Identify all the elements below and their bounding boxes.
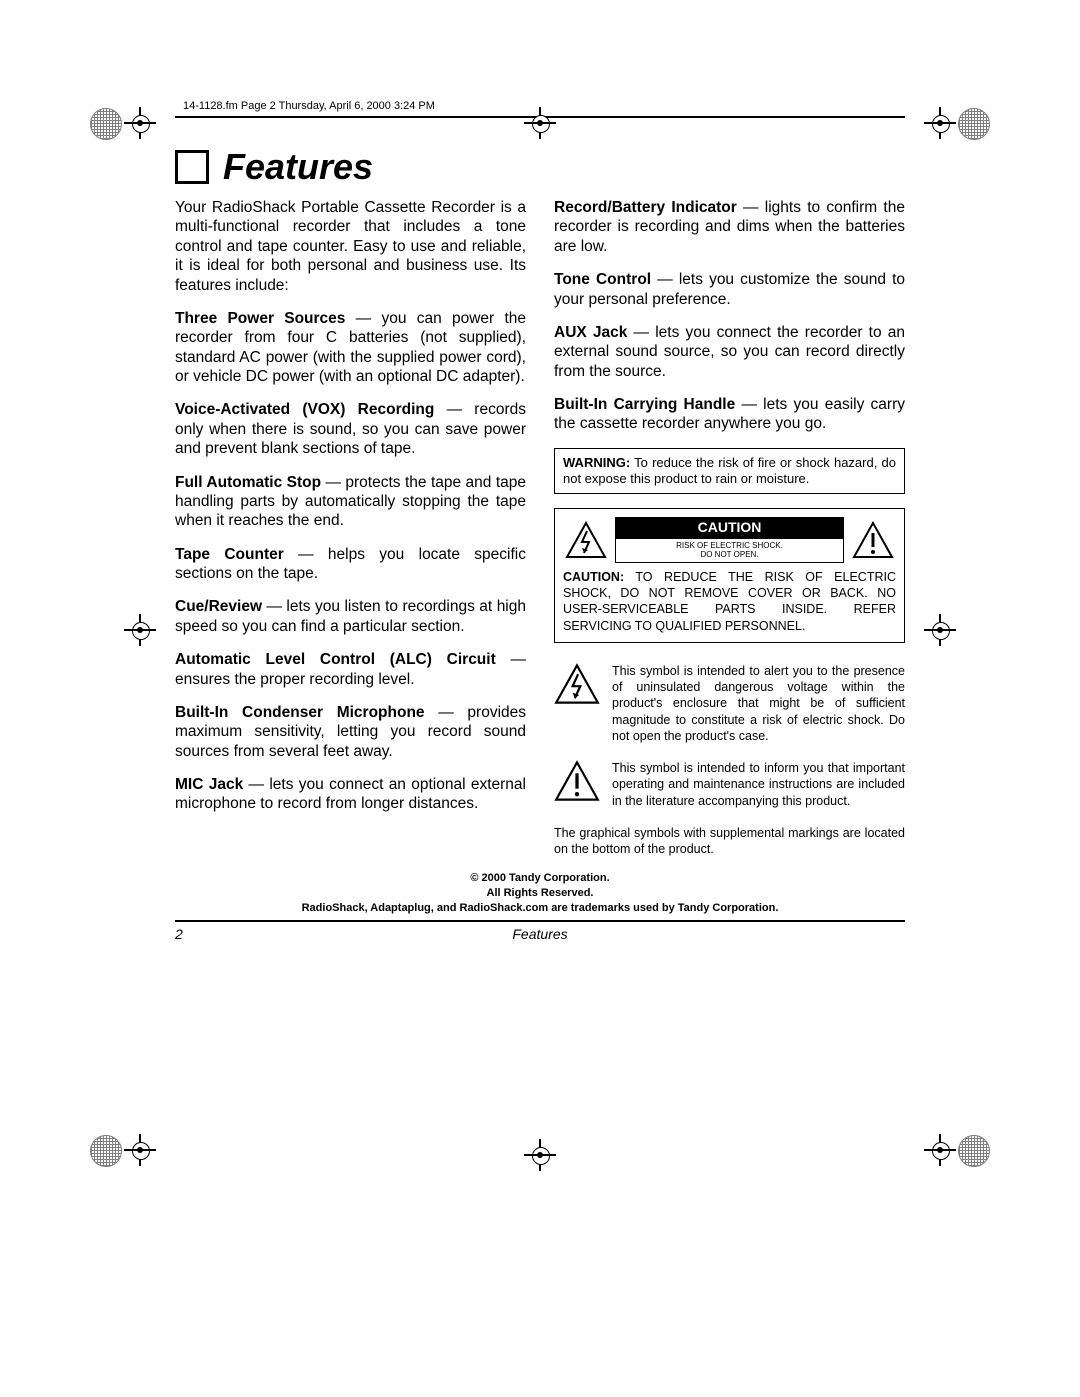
footer: 2 Features 2 [175,926,905,942]
feature-item: MIC Jack — lets you connect an optional … [175,775,526,814]
body-columns: Your RadioShack Portable Cassette Record… [175,198,905,857]
exclaim-triangle-icon [554,760,600,802]
feature-title: AUX Jack [554,324,627,341]
caution-mid: CAUTION RISK OF ELECTRIC SHOCK. DO NOT O… [615,517,844,563]
warning-box: WARNING: To reduce the risk of fire or s… [554,448,905,495]
copyright-line: © 2000 Tandy Corporation. [175,871,905,886]
column-left: Your RadioShack Portable Cassette Record… [175,198,526,857]
copyright-block: © 2000 Tandy Corporation. All Rights Res… [175,871,905,916]
feature-item: Built-In Carrying Handle — lets you easi… [554,395,905,434]
copyright-line: All Rights Reserved. [175,886,905,901]
symbols-location-note: The graphical symbols with supplemental … [554,825,905,858]
feature-item: Full Automatic Stop — protects the tape … [175,473,526,531]
feature-title: Cue/Review [175,598,262,615]
caution-sub-line: DO NOT OPEN. [616,550,843,560]
reg-target [530,113,550,133]
feature-title: Three Power Sources [175,310,345,327]
feature-item: Tone Control — lets you customize the so… [554,270,905,309]
feature-item: Voice-Activated (VOX) Recording — record… [175,400,526,458]
column-right: Record/Battery Indicator — lights to con… [554,198,905,857]
footer-title: Features [512,926,567,942]
feature-item: AUX Jack — lets you connect the recorder… [554,323,905,381]
copyright-line: RadioShack, Adaptaplug, and RadioShack.c… [175,901,905,916]
reg-target [930,1140,950,1160]
page: 14-1128.fm Page 2 Thursday, April 6, 200… [0,0,1080,1397]
symbol-exclaim-text: This symbol is intended to inform you th… [612,760,905,809]
reg-circle [90,108,122,140]
reg-target [930,620,950,640]
page-number: 2 [175,926,183,942]
symbol-bolt-text: This symbol is intended to alert you to … [612,663,905,744]
feature-title: Tape Counter [175,546,284,563]
feature-title: Tone Control [554,271,651,288]
caution-box: CAUTION RISK OF ELECTRIC SHOCK. DO NOT O… [554,508,905,643]
symbol-explain-exclaim: This symbol is intended to inform you th… [554,760,905,809]
feature-title: Built-In Carrying Handle [554,396,735,413]
bolt-triangle-icon [563,517,609,563]
reg-circle [90,1135,122,1167]
exclaim-triangle-icon [850,517,896,563]
intro-paragraph: Your RadioShack Portable Cassette Record… [175,198,526,295]
reg-circle [958,1135,990,1167]
page-title: Features [223,146,373,188]
bolt-triangle-icon [554,663,600,705]
feature-title: Voice-Activated (VOX) Recording [175,401,434,418]
feature-item: Built-In Condenser Microphone — provides… [175,703,526,761]
rule-bottom [175,920,905,922]
feature-item: Cue/Review — lets you listen to recordin… [175,597,526,636]
title-row: Features [175,146,905,188]
caution-label: CAUTION: [563,570,624,584]
reg-circle [958,108,990,140]
feature-title: MIC Jack [175,776,243,793]
feature-item: Tape Counter — helps you locate specific… [175,545,526,584]
reg-target [930,113,950,133]
feature-title: Built-In Condenser Microphone [175,704,425,721]
feature-title: Automatic Level Control (ALC) Circuit [175,651,496,668]
caution-subtitle: RISK OF ELECTRIC SHOCK. DO NOT OPEN. [615,539,844,563]
feature-item: Three Power Sources — you can power the … [175,309,526,387]
reg-target [130,1140,150,1160]
reg-target [130,620,150,640]
caution-sub-line: RISK OF ELECTRIC SHOCK. [616,541,843,551]
feature-item: Automatic Level Control (ALC) Circuit — … [175,650,526,689]
reg-target [530,1145,550,1165]
symbol-explain-bolt: This symbol is intended to alert you to … [554,663,905,744]
feature-item: Record/Battery Indicator — lights to con… [554,198,905,256]
caution-body: CAUTION: TO REDUCE THE RISK OF ELECTRIC … [563,569,896,634]
feature-title: Full Automatic Stop [175,474,321,491]
reg-target [130,113,150,133]
title-box-icon [175,150,209,184]
feature-title: Record/Battery Indicator [554,199,737,216]
warning-label: WARNING: [563,455,630,470]
caution-header: CAUTION RISK OF ELECTRIC SHOCK. DO NOT O… [563,517,896,563]
caution-title: CAUTION [615,517,844,539]
